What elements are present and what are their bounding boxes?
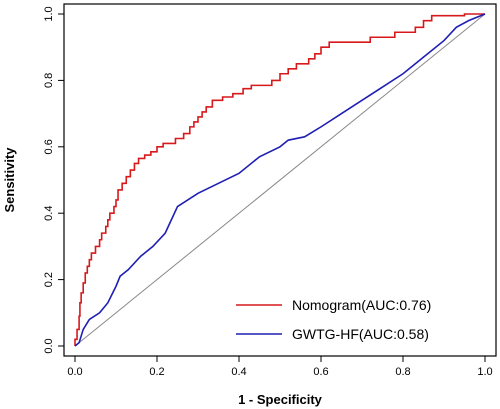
series-line-nomogram: [74, 13, 485, 346]
y-tick-label: 0.8: [43, 73, 55, 88]
x-tick-label: 0.8: [395, 366, 410, 378]
x-tick-label: 0.0: [67, 366, 82, 378]
series-line-gwtg-hf: [74, 13, 486, 347]
y-tick-label: 0.4: [43, 206, 55, 221]
x-tick-label: 0.6: [313, 366, 328, 378]
plot-area: [74, 13, 486, 347]
axes: 0.0 0.2 0.4 0.6 0.8 1.0 0.0 0.2 0.4 0.6 0.8 1.0 1 - …: [2, 3, 497, 407]
y-tick-label: 0.2: [43, 272, 55, 287]
reference-diagonal: [74, 13, 486, 347]
y-tick-label: 1.0: [43, 6, 55, 21]
x-axis-title: 1 - Specificity: [238, 392, 323, 407]
y-tick-label: 0.6: [43, 139, 55, 154]
x-tick-label: 1.0: [477, 366, 492, 378]
x-tick-label: 0.4: [231, 366, 246, 378]
x-tick-label: 0.2: [149, 366, 164, 378]
legend: Nomogram(AUC:0.76) GWTG-HF(AUC:0.58): [236, 297, 431, 342]
y-axis-title: Sensitivity: [2, 147, 17, 213]
y-tick-label: 0.0: [43, 338, 55, 353]
legend-label: Nomogram(AUC:0.76): [292, 297, 431, 313]
legend-label: GWTG-HF(AUC:0.58): [292, 326, 429, 342]
